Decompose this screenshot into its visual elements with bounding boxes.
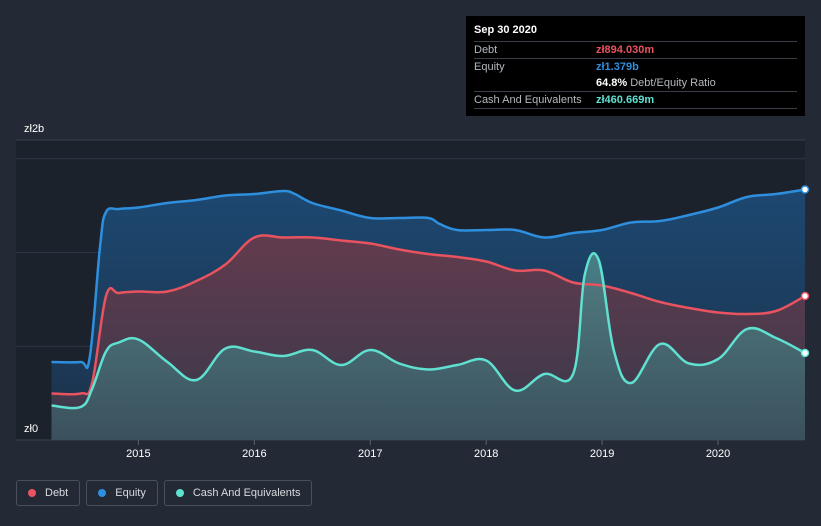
y-tick-label-zero: zł0 (24, 423, 38, 435)
tooltip: Sep 30 2020 Debt zł894.030m Equity zł1.3… (466, 16, 805, 116)
tooltip-cash-value: zł460.669m (596, 94, 655, 106)
tooltip-cash-label: Cash And Equivalents (474, 94, 582, 106)
tooltip-row-ratio: 64.8% Debt/Equity Ratio (474, 75, 797, 91)
legend-item-cash[interactable]: Cash And Equivalents (163, 480, 313, 506)
legend: Debt Equity Cash And Equivalents (16, 480, 313, 506)
tooltip-debt-value: zł894.030m (596, 44, 655, 56)
x-tick-label-2019: 2019 (590, 448, 614, 460)
legend-debt-label: Debt (45, 487, 69, 499)
tooltip-row-cash: Cash And Equivalents zł460.669m (474, 91, 797, 109)
debt-dot-icon (28, 489, 36, 497)
tooltip-debt-label: Debt (474, 44, 498, 56)
cash-line (51, 252, 806, 410)
tooltip-ratio-label: Debt/Equity Ratio (630, 77, 716, 89)
debt-line (51, 234, 806, 396)
y-tick-label-top: zł2b (24, 123, 44, 135)
y-axis: zł2b zł0 (24, 123, 44, 435)
cash-end-marker (800, 348, 810, 358)
equity-line (51, 188, 806, 370)
debt-end-marker (800, 291, 810, 301)
x-tick-label-2020: 2020 (706, 448, 730, 460)
tooltip-row-equity: Equity zł1.379b (474, 58, 797, 75)
legend-cash-label: Cash And Equivalents (192, 487, 301, 499)
tooltip-date: Sep 30 2020 (474, 24, 537, 36)
tooltip-row-debt: Debt zł894.030m (474, 41, 797, 58)
x-tick-label-2018: 2018 (474, 448, 498, 460)
tooltip-equity-value: zł1.379b (596, 61, 639, 73)
equity-end-marker (800, 185, 810, 194)
legend-item-debt[interactable]: Debt (16, 480, 81, 506)
x-axis: 2015 2016 2017 2018 2019 2020 (126, 440, 730, 460)
series-end-markers (800, 185, 810, 358)
x-tick-label-2015: 2015 (126, 448, 150, 460)
series-lines (51, 188, 806, 410)
equity-dot-icon (98, 489, 107, 497)
tooltip-equity-label: Equity (474, 61, 505, 73)
series-areas (51, 189, 806, 440)
tooltip-ratio-value: 64.8% (596, 77, 628, 89)
legend-equity-label: Equity (115, 487, 146, 499)
x-tick-label-2017: 2017 (358, 448, 382, 460)
cash-dot-icon (175, 489, 184, 497)
x-tick-label-2016: 2016 (242, 448, 266, 460)
legend-item-equity[interactable]: Equity (86, 480, 158, 506)
cash-area (51, 253, 806, 440)
